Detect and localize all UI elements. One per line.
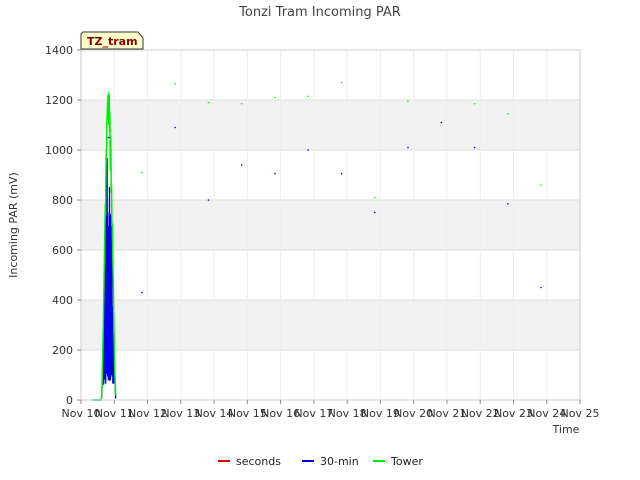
x-axis-label: Time (552, 423, 580, 436)
tower-peak-point (240, 102, 243, 105)
thirty-min-peak-point (141, 291, 143, 294)
legend-label: seconds (236, 455, 281, 468)
tower-peak-point (207, 101, 210, 104)
site-tag-box (80, 31, 144, 50)
thirty-min-peak-point (174, 126, 176, 129)
y-tick-label: 1200 (45, 94, 73, 107)
thirty-min-peak-point (473, 146, 476, 149)
tower-peak-point (507, 112, 509, 115)
legend-label: 30-min (320, 455, 359, 468)
x-tick-label: Nov 21 (427, 407, 466, 420)
y-tick-label: 0 (66, 394, 73, 407)
thirty-min-peak-point (207, 199, 210, 201)
x-tick-label: Nov 25 (561, 407, 600, 420)
tower-peak-point (340, 81, 343, 84)
x-tick-label: Nov 16 (261, 407, 300, 420)
background-band (81, 200, 580, 250)
y-axis-label: Incoming PAR (mV) (7, 172, 20, 278)
tower-peak-point (307, 95, 310, 98)
x-tick-label: Nov 24 (527, 407, 566, 420)
plot-frame (80, 49, 581, 401)
tower-peak-point (373, 196, 376, 199)
x-tick-label: Nov 17 (294, 407, 333, 420)
thirty-min-peak-point (240, 164, 243, 166)
x-tick-label: Nov 11 (95, 407, 134, 420)
thirty-min-peak-point (407, 146, 409, 149)
y-axis-ticks: 0 200 400 600 800 1000 1200 1400 (45, 44, 81, 407)
grid-lines (80, 49, 581, 401)
series-tower-line (92, 93, 117, 401)
y-tick-label: 400 (52, 294, 73, 307)
thirty-min-peak-point (307, 149, 310, 151)
series-30-min-line (92, 157, 117, 401)
x-tick-label: Nov 14 (195, 407, 234, 420)
x-tick-label: Nov 15 (228, 407, 267, 420)
site-tag-label: TZ_tram (87, 35, 138, 48)
y-tick-label: 1000 (45, 144, 73, 157)
tower-peak-point (473, 102, 476, 105)
y-tick-label: 1400 (45, 44, 73, 57)
thirty-min-peak-point (440, 121, 443, 124)
tower-peak-point (107, 91, 110, 94)
thirty-min-peak-point (274, 172, 276, 175)
thirty-min-peak-point (107, 136, 110, 139)
y-tick-label: 800 (52, 194, 73, 207)
legend-label: Tower (390, 455, 423, 468)
legend: seconds 30-min Tower (218, 455, 423, 468)
y-tick-label: 200 (52, 344, 73, 357)
background-band (81, 300, 580, 350)
thirty-min-peak-point (373, 211, 376, 214)
tower-peak-point (174, 82, 176, 85)
x-tick-label: Nov 18 (328, 407, 367, 420)
x-tick-label: Nov 13 (161, 407, 200, 420)
background-band (81, 100, 580, 150)
tower-peak-point (274, 96, 276, 99)
series-layer (92, 81, 542, 401)
x-tick-label: Nov 20 (394, 407, 433, 420)
tower-peak-point (407, 100, 409, 103)
background-bands (81, 100, 580, 350)
x-tick-label: Nov 19 (361, 407, 400, 420)
x-tick-label: Nov 22 (461, 407, 500, 420)
site-tag: TZ_tram (80, 31, 144, 50)
thirty-min-peak-point (340, 172, 343, 175)
y-tick-label: 600 (52, 244, 73, 257)
thirty-min-peak-point (507, 202, 509, 205)
x-tick-label: Nov 23 (494, 407, 533, 420)
x-tick-label: Nov 10 (62, 407, 101, 420)
tower-peak-point (141, 171, 143, 174)
chart-title: Tonzi Tram Incoming PAR (238, 5, 401, 20)
x-tick-label: Nov 12 (128, 407, 167, 420)
tower-peak-point (540, 184, 542, 186)
thirty-min-peak-point (540, 286, 542, 289)
